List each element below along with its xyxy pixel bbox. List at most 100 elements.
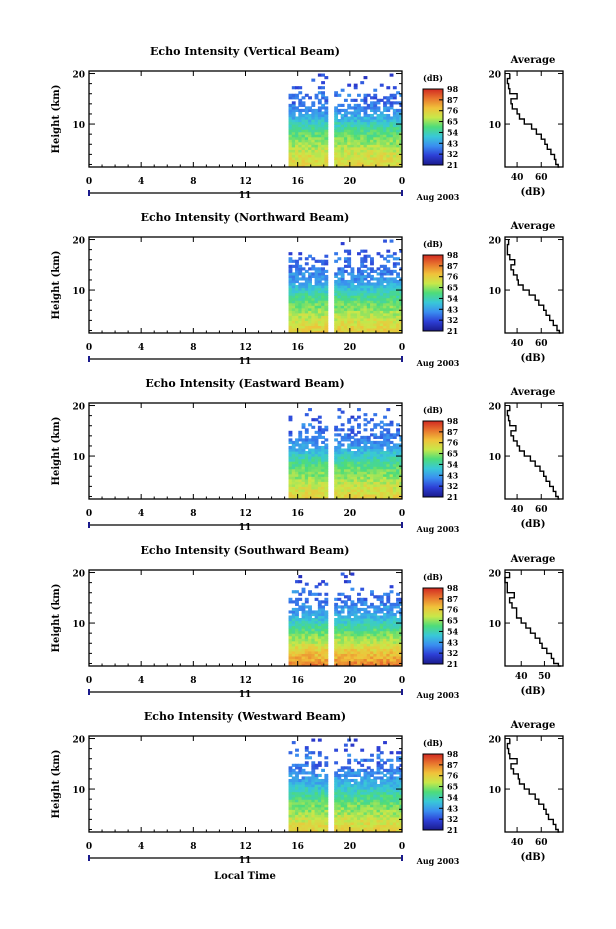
heatmap-cell [376,799,381,803]
heatmap-cell [298,491,303,495]
heatmap-cell [357,161,361,166]
heatmap-cell [392,161,397,166]
heatmap-cell [343,151,348,155]
heatmap-cell [396,297,400,301]
heatmap-cell [386,131,391,135]
heatmap-cell [347,448,352,452]
heatmap-cell [321,312,325,316]
heatmap-cell [298,628,303,632]
heatmap-cell [324,660,329,665]
heatmap-cell [347,287,352,291]
heatmap-cell [308,829,312,832]
heatmap-cell [399,826,402,831]
heatmap-cell [366,645,371,649]
heatmap-cell [376,322,381,327]
average-frame [504,735,564,833]
heatmap-cell [317,773,322,778]
heatmap-cell [311,483,316,487]
heatmap-cell [392,108,397,113]
heatmap-cell [347,249,352,253]
heatmap-cell [386,605,391,609]
heatmap-cell [314,648,319,652]
heatmap-cell [337,655,342,660]
heatmap-cell [317,161,322,166]
heatmap-cell [295,748,299,752]
heatmap-cell [379,116,384,120]
heatmap-cell [376,628,381,632]
heatmap-cell [301,274,306,279]
heatmap-cell [340,164,345,167]
heatmap-cell [311,761,316,765]
heatmap-cell [399,310,402,314]
heatmap-cell [396,809,400,813]
heatmap-cell [363,282,368,286]
heatmap-cell [379,327,384,332]
heatmap-cell [343,433,348,437]
heatmap-cell [360,297,365,301]
heatmap-cell [392,625,397,629]
heatmap-cell [363,768,368,772]
heatmap-cell [353,139,358,143]
heatmap-cell [366,794,371,798]
heatmap-cell [308,804,312,808]
heatmap-cell [350,151,355,155]
heatmap-cell [288,161,293,166]
y-axis-label: Height (km) [51,750,62,819]
heatmap-cell [324,121,329,125]
heatmap-cell [337,451,342,455]
heatmap-cell [396,139,400,143]
heatmap-cell [360,638,365,642]
heatmap-cell [347,483,352,487]
heatmap-cell [363,663,368,666]
heatmap-cell [366,826,371,831]
heatmap-cell [392,816,397,820]
heatmap-cell [370,302,374,306]
heatmap-cell [334,771,339,775]
heatmap-cell [389,420,394,424]
heatmap-cell [392,483,397,487]
heatmap-cell [389,811,394,815]
heatmap-cell [376,493,381,498]
heatmap-cell [347,257,352,261]
heatmap-cell [343,478,348,482]
heatmap-cell [357,113,361,118]
heatmap-cell [350,826,355,831]
heatmap-cell [360,440,365,445]
heatmap-cell [337,428,342,432]
heatmap-cell [340,330,345,333]
heatmap-cell [291,791,296,795]
heatmap-cell [386,254,391,258]
heatmap-cell [370,658,374,662]
heatmap-cell [311,78,316,82]
heatmap-cell [366,648,371,652]
heatmap-cell [379,640,384,644]
heatmap-cell [357,312,361,316]
heatmap-cell [298,86,303,90]
heatmap-cell [363,113,368,118]
heatmap-cell [350,821,355,826]
heatmap-cell [360,658,365,662]
heatmap-cell [350,804,355,808]
heatmap-cell [373,650,378,654]
heatmap-cell [321,476,325,480]
heatmap-cell [353,809,358,813]
heatmap-cell [363,758,368,762]
heatmap-cell [311,264,316,268]
heatmap-cell [291,478,296,482]
heatmap-cell [298,433,303,437]
heatmap-cell [317,307,322,311]
heatmap-cell [288,796,293,800]
heatmap-cell [295,146,299,150]
heatmap-cell [379,595,384,599]
heatmap-cell [321,638,325,642]
heatmap-cell [311,149,316,153]
heatmap-cell [383,618,387,622]
heatmap-cell [350,623,355,627]
average-x-tick-label: 40 [511,173,524,183]
heatmap-cell [376,821,381,826]
heatmap-cell [343,325,348,329]
heatmap-cell [396,285,400,289]
heatmap-cell [337,776,342,780]
heatmap-cell [379,824,384,828]
